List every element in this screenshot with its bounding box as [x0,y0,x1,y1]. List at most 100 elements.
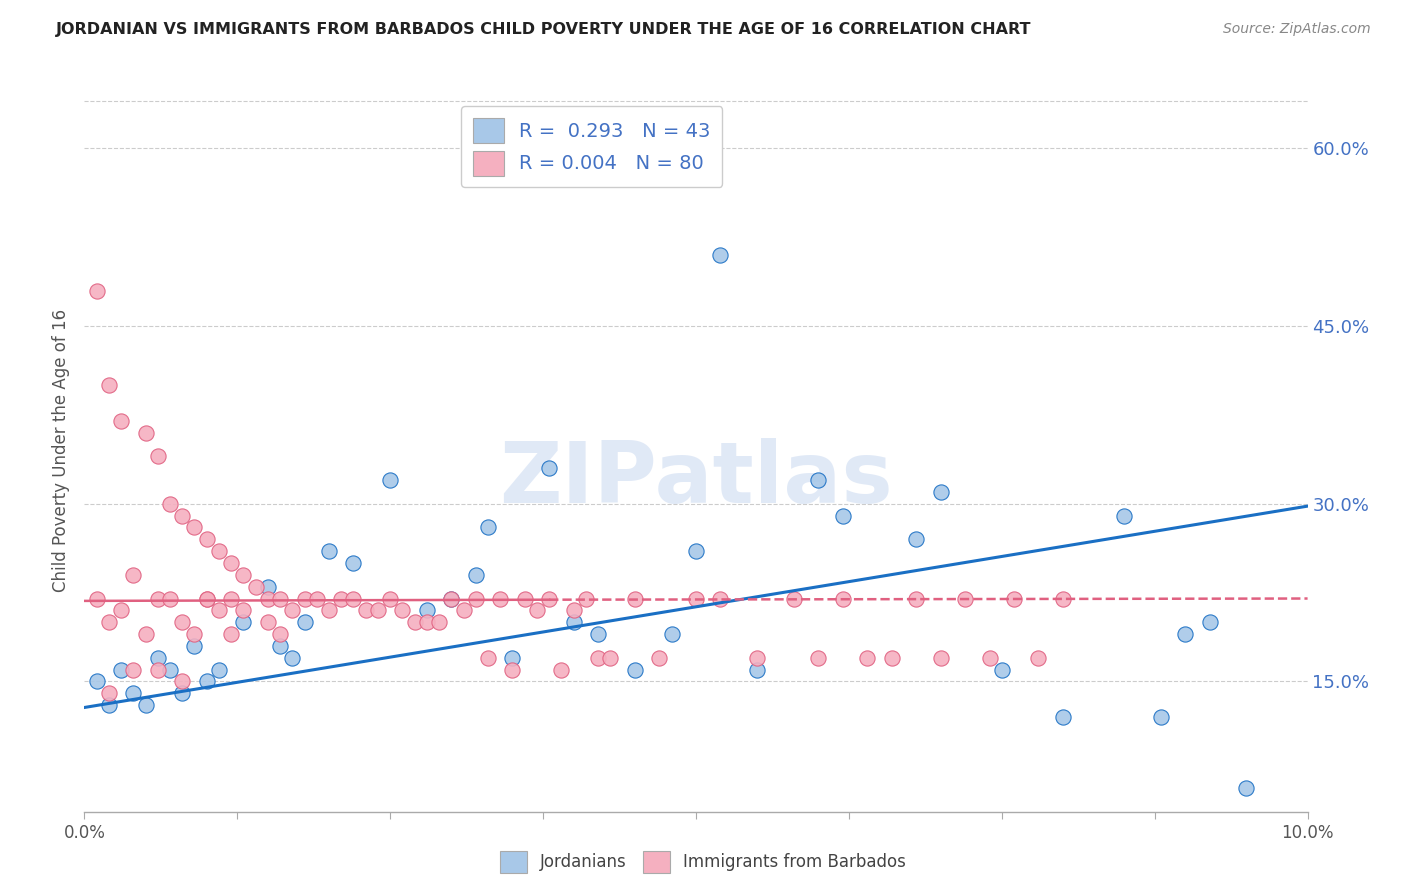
Point [1002,591,1025,606]
Point [648,650,671,665]
Point [86,591,108,606]
Legend: R =  0.293   N = 43, R = 0.004   N = 80: R = 0.293 N = 43, R = 0.004 N = 80 [461,106,723,187]
Point [880,650,903,665]
Point [502,650,524,665]
Point [856,650,879,665]
Point [219,591,242,606]
Point [404,615,426,630]
Point [1028,650,1050,665]
Point [416,603,439,617]
Point [172,686,194,700]
Point [195,674,218,689]
Point [929,650,952,665]
Point [269,591,291,606]
Point [391,603,413,617]
Point [807,650,830,665]
Point [440,591,463,606]
Point [586,650,609,665]
Point [624,591,647,606]
Point [709,248,731,262]
Point [513,591,536,606]
Point [318,603,340,617]
Point [440,591,463,606]
Point [294,615,316,630]
Point [489,591,512,606]
Point [905,591,928,606]
Point [1052,710,1074,724]
Point [269,627,291,641]
Text: ZIPatlas: ZIPatlas [499,438,893,521]
Point [464,567,486,582]
Point [709,591,731,606]
Point [575,591,598,606]
Point [330,591,353,606]
Point [208,544,231,558]
Point [502,663,524,677]
Text: JORDANIAN VS IMMIGRANTS FROM BARBADOS CHILD POVERTY UNDER THE AGE OF 16 CORRELAT: JORDANIAN VS IMMIGRANTS FROM BARBADOS CH… [56,22,1032,37]
Point [526,603,548,617]
Point [1114,508,1136,523]
Point [208,663,231,677]
Point [807,473,830,487]
Point [294,591,316,606]
Legend: Jordanians, Immigrants from Barbados: Jordanians, Immigrants from Barbados [494,845,912,880]
Point [464,591,486,606]
Point [159,591,181,606]
Point [183,639,205,653]
Point [281,650,304,665]
Point [183,627,205,641]
Point [979,650,1001,665]
Point [380,591,402,606]
Point [342,591,364,606]
Point [245,580,267,594]
Point [232,603,254,617]
Point [281,603,304,617]
Point [747,650,769,665]
Point [953,591,976,606]
Point [172,508,194,523]
Point [97,686,120,700]
Point [195,591,218,606]
Point [146,650,169,665]
Point [172,615,194,630]
Point [183,520,205,534]
Point [86,284,108,298]
Point [159,497,181,511]
Point [586,627,609,641]
Point [905,533,928,547]
Point [122,686,145,700]
Point [477,650,499,665]
Point [354,603,377,617]
Point [477,520,499,534]
Point [208,603,231,617]
Point [991,663,1014,677]
Point [427,615,450,630]
Point [342,556,364,570]
Point [624,663,647,677]
Point [97,615,120,630]
Point [172,674,194,689]
Point [219,556,242,570]
Point [195,533,218,547]
Point [219,627,242,641]
Point [1198,615,1220,630]
Point [783,591,806,606]
Point [146,450,169,464]
Point [232,615,254,630]
Point [146,663,169,677]
Point [453,603,475,617]
Point [929,484,952,499]
Point [685,591,707,606]
Point [232,567,254,582]
Point [661,627,683,641]
Point [97,378,120,392]
Point [195,591,218,606]
Point [269,639,291,653]
Point [257,591,280,606]
Point [747,663,769,677]
Point [257,580,280,594]
Point [1052,591,1074,606]
Point [1236,780,1258,795]
Point [550,663,572,677]
Point [97,698,120,712]
